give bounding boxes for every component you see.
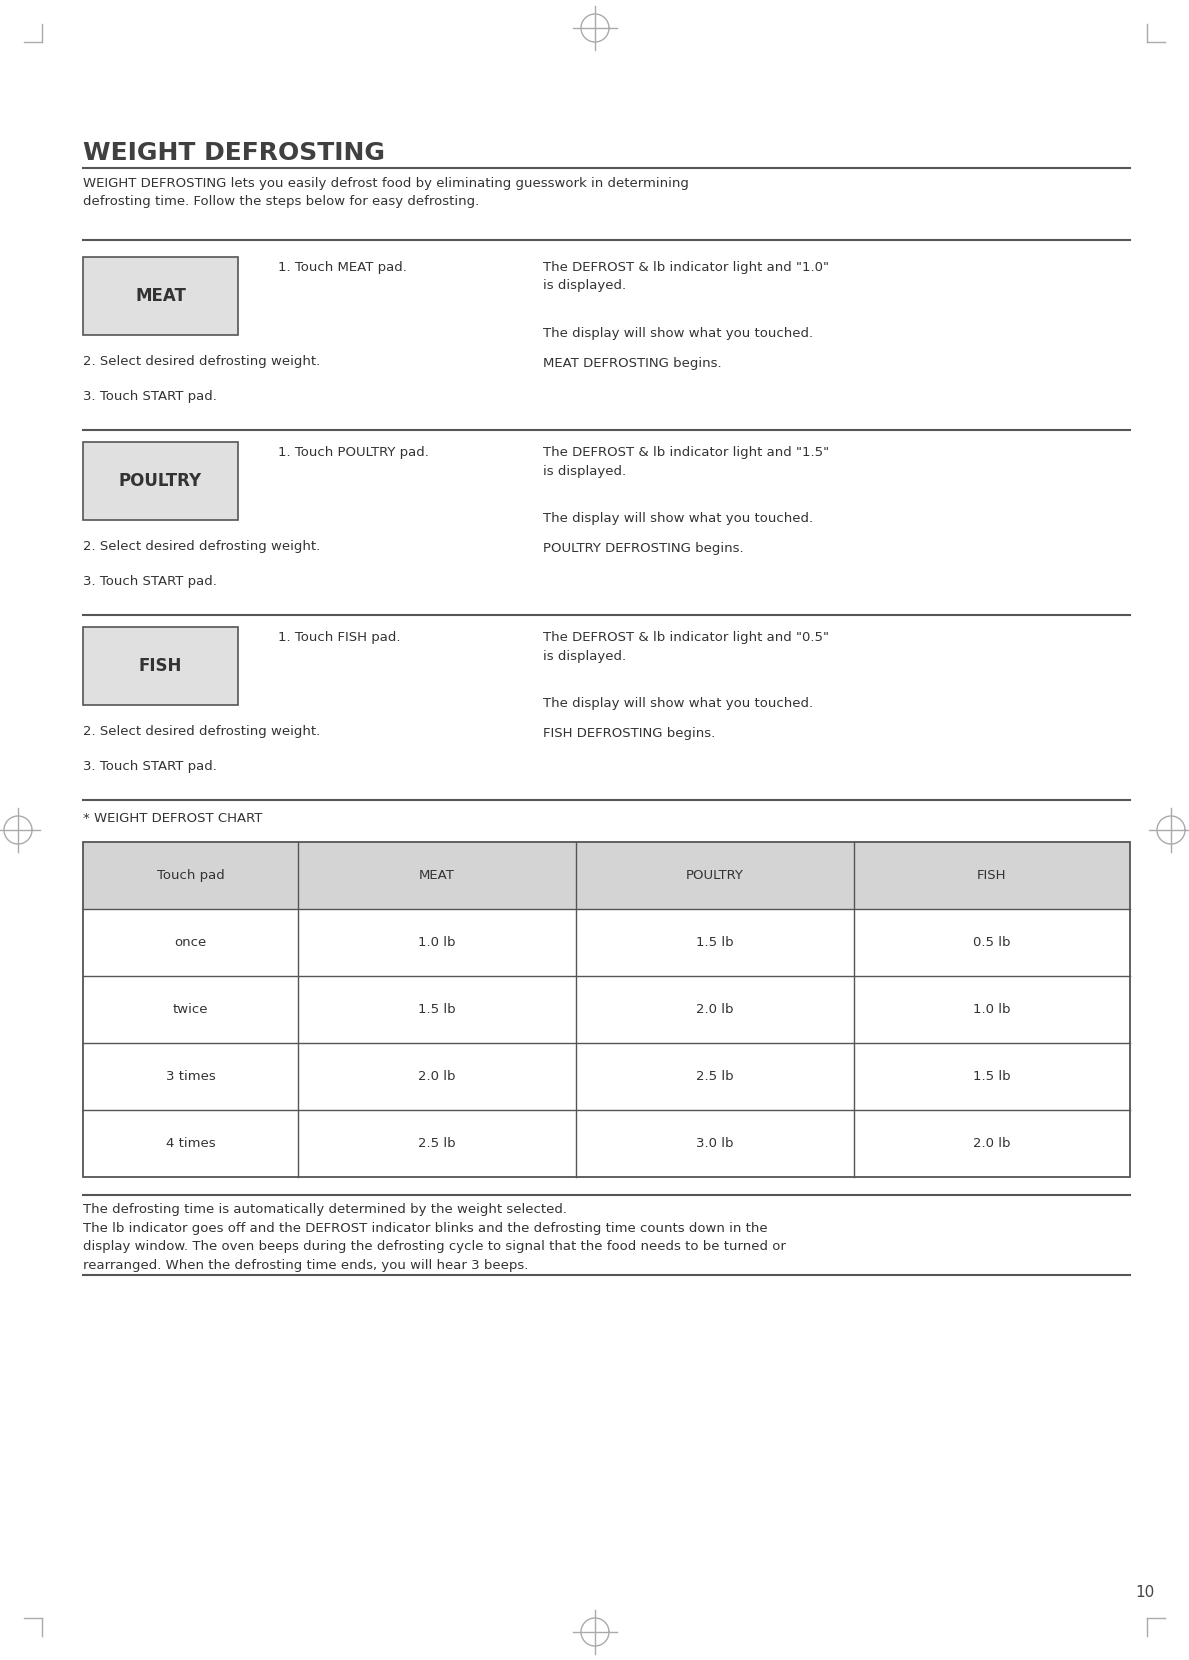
Text: The DEFROST & lb indicator light and "0.5"
is displayed.: The DEFROST & lb indicator light and "0.…	[543, 631, 829, 662]
Text: 1. Touch MEAT pad.: 1. Touch MEAT pad.	[278, 261, 407, 274]
Text: The display will show what you touched.: The display will show what you touched.	[543, 327, 813, 340]
Text: The defrosting time is automatically determined by the weight selected.
The lb i: The defrosting time is automatically det…	[83, 1204, 786, 1272]
Text: POULTRY: POULTRY	[119, 471, 202, 490]
Text: 3. Touch START pad.: 3. Touch START pad.	[83, 390, 216, 403]
Text: Touch pad: Touch pad	[157, 868, 225, 881]
Text: POULTRY DEFROSTING begins.: POULTRY DEFROSTING begins.	[543, 543, 743, 554]
Text: 2. Select desired defrosting weight.: 2. Select desired defrosting weight.	[83, 355, 320, 369]
Text: FISH DEFROSTING begins.: FISH DEFROSTING begins.	[543, 727, 716, 740]
Text: 1.5 lb: 1.5 lb	[973, 1071, 1011, 1082]
Bar	[83, 842, 1130, 1177]
Text: 2.0 lb: 2.0 lb	[419, 1071, 455, 1082]
Text: 2.5 lb: 2.5 lb	[697, 1071, 734, 1082]
Text: FISH: FISH	[977, 868, 1007, 881]
Text: The DEFROST & lb indicator light and "1.5"
is displayed.: The DEFROST & lb indicator light and "1.…	[543, 447, 829, 478]
Text: FISH: FISH	[139, 657, 182, 676]
FancyBboxPatch shape	[83, 627, 238, 706]
Text: 3 times: 3 times	[165, 1071, 215, 1082]
Text: MEAT DEFROSTING begins.: MEAT DEFROSTING begins.	[543, 357, 722, 370]
Text: WEIGHT DEFROSTING lets you easily defrost food by eliminating guesswork in deter: WEIGHT DEFROSTING lets you easily defros…	[83, 178, 688, 209]
Text: 4 times: 4 times	[165, 1137, 215, 1150]
Bar	[83, 842, 1130, 910]
FancyBboxPatch shape	[83, 442, 238, 520]
Text: The DEFROST & lb indicator light and "1.0"
is displayed.: The DEFROST & lb indicator light and "1.…	[543, 261, 829, 292]
Text: MEAT: MEAT	[136, 287, 185, 305]
FancyBboxPatch shape	[83, 257, 238, 335]
Text: POULTRY: POULTRY	[686, 868, 744, 881]
Text: 1.0 lb: 1.0 lb	[419, 936, 455, 950]
Text: 2.0 lb: 2.0 lb	[697, 1003, 734, 1016]
Text: * WEIGHT DEFROST CHART: * WEIGHT DEFROST CHART	[83, 812, 263, 825]
Text: 1.0 lb: 1.0 lb	[974, 1003, 1011, 1016]
Text: 0.5 lb: 0.5 lb	[974, 936, 1011, 950]
Text: 1.5 lb: 1.5 lb	[419, 1003, 455, 1016]
Text: 2.5 lb: 2.5 lb	[419, 1137, 455, 1150]
Text: 2.0 lb: 2.0 lb	[974, 1137, 1011, 1150]
Text: 1. Touch FISH pad.: 1. Touch FISH pad.	[278, 631, 401, 644]
Text: 1.5 lb: 1.5 lb	[697, 936, 734, 950]
Text: 2. Select desired defrosting weight.: 2. Select desired defrosting weight.	[83, 725, 320, 739]
Text: twice: twice	[172, 1003, 208, 1016]
Text: 3. Touch START pad.: 3. Touch START pad.	[83, 574, 216, 588]
Text: 3. Touch START pad.: 3. Touch START pad.	[83, 760, 216, 774]
Text: 1. Touch POULTRY pad.: 1. Touch POULTRY pad.	[278, 447, 429, 460]
Text: WEIGHT DEFROSTING: WEIGHT DEFROSTING	[83, 141, 385, 164]
Text: 10: 10	[1135, 1585, 1155, 1600]
Text: MEAT: MEAT	[419, 868, 455, 881]
Text: 3.0 lb: 3.0 lb	[697, 1137, 734, 1150]
Text: once: once	[175, 936, 207, 950]
Text: The display will show what you touched.: The display will show what you touched.	[543, 697, 813, 710]
Text: 2. Select desired defrosting weight.: 2. Select desired defrosting weight.	[83, 540, 320, 553]
Text: The display will show what you touched.: The display will show what you touched.	[543, 511, 813, 525]
